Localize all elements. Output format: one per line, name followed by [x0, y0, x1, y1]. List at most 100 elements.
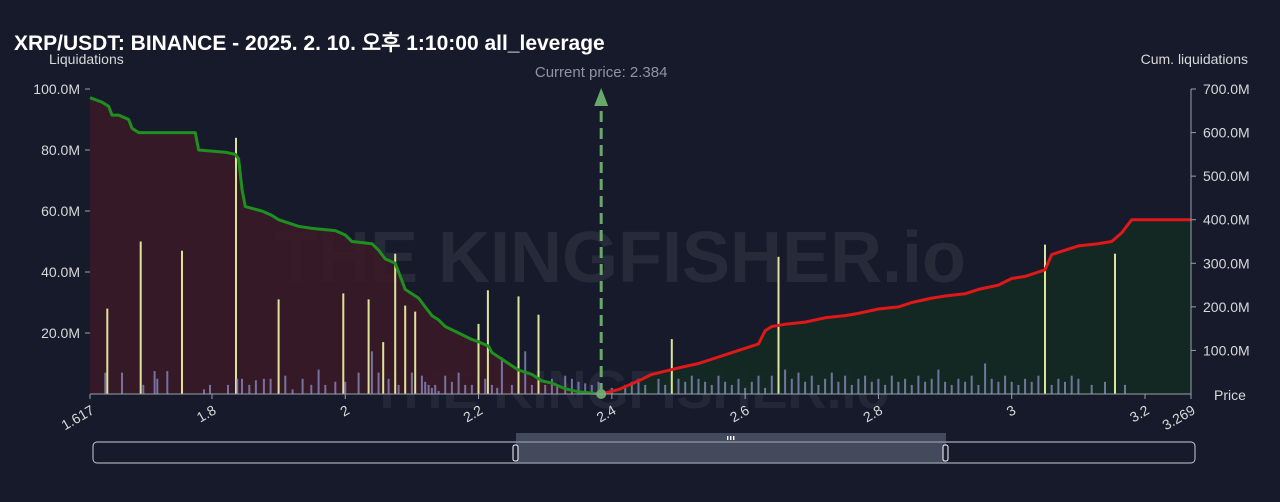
range-slider-grip-icon[interactable] — [733, 436, 735, 440]
long-liquidation-bar — [510, 384, 513, 394]
short-liquidation-bar — [1037, 375, 1040, 394]
chart-title: XRP/USDT: BINANCE - 2025. 2. 10. 오후 1:10… — [14, 32, 605, 55]
y2-tick-label: 700.0M — [1203, 81, 1250, 97]
long-liquidation-bar — [262, 378, 265, 395]
x-tick-label: 1.617 — [58, 402, 97, 433]
short-liquidation-bar — [1057, 378, 1060, 395]
short-liquidation-bar — [897, 381, 900, 394]
long-liquidation-bar — [564, 375, 567, 394]
long-liquidation-bar — [404, 305, 407, 394]
short-liquidation-bar — [950, 384, 953, 394]
short-liquidation-bar — [1010, 381, 1013, 394]
short-liquidation-bar — [704, 381, 707, 394]
short-liquidation-bar — [697, 378, 700, 395]
short-liquidation-bar — [1044, 244, 1046, 394]
short-liquidation-bar — [717, 375, 720, 394]
short-liquidation-bar — [750, 381, 753, 394]
long-liquidation-bar — [470, 384, 473, 394]
y2-tick-label: 100.0M — [1203, 342, 1250, 358]
long-liquidation-bar — [106, 308, 109, 394]
y2-tick-label: 500.0M — [1203, 168, 1250, 184]
range-slider-track[interactable] — [92, 441, 1196, 464]
long-liquidation-bar — [444, 375, 447, 394]
long-liquidation-bar — [291, 389, 294, 394]
short-liquidation-bar — [824, 378, 827, 395]
short-liquidation-bar — [937, 369, 940, 394]
x-tick-label: 1.8 — [194, 402, 219, 426]
y-tick-label: 60.0M — [41, 203, 80, 219]
short-liquidation-bar — [670, 339, 673, 394]
y-axis-title: Liquidations — [49, 51, 124, 67]
short-liquidation-bar — [1124, 384, 1126, 394]
short-liquidation-bar — [624, 384, 627, 394]
long-liquidation-bar — [530, 384, 533, 394]
long-liquidation-bar — [397, 384, 400, 394]
long-liquidation-bar — [544, 384, 547, 394]
short-liquidation-bar — [984, 363, 987, 394]
short-cum-line — [600, 218, 1191, 396]
short-liquidation-bar — [837, 381, 840, 394]
short-liquidation-bar — [970, 375, 973, 394]
long-liquidation-bar — [410, 372, 413, 394]
short-liquidation-bar — [917, 375, 920, 394]
short-liquidation-bar — [730, 384, 733, 394]
y-tick-label: 40.0M — [41, 264, 80, 280]
short-liquidation-bar — [990, 378, 993, 395]
y-tick-label: 100.0M — [33, 81, 80, 97]
long-liquidation-bar — [382, 342, 385, 394]
long-cum-line — [89, 96, 602, 396]
short-liquidation-bar — [724, 381, 727, 394]
long-liquidation-bar — [434, 384, 437, 394]
range-slider-right-handle[interactable] — [942, 444, 949, 462]
long-liquidation-bar — [394, 253, 397, 394]
short-liquidation-bar — [1104, 381, 1106, 394]
short-liquidation-bar — [737, 378, 740, 395]
short-liquidation-bar — [964, 381, 967, 394]
short-liquidation-bar — [637, 378, 640, 395]
short-liquidation-bar — [664, 384, 667, 394]
long-liquidation-bar — [486, 290, 489, 394]
long-liquidation-bar — [142, 384, 145, 394]
long-liquidation-bar — [342, 293, 345, 394]
short-liquidation-bar — [870, 381, 873, 394]
short-liquidation-bar — [924, 381, 927, 394]
short-liquidation-bar — [957, 378, 960, 395]
range-slider-grip-icon[interactable] — [727, 436, 729, 440]
x-tick-label: 2 — [337, 402, 352, 420]
short-liquidation-bar — [804, 381, 807, 394]
long-liquidation-bar — [344, 381, 347, 394]
cumulative-lines — [89, 96, 1191, 396]
long-liquidation-bar — [121, 372, 123, 394]
long-liquidation-bar — [236, 378, 239, 395]
short-liquidation-bar — [877, 378, 880, 395]
long-liquidation-bar — [248, 384, 251, 394]
y2-tick-label: 300.0M — [1203, 255, 1250, 271]
long-liquidation-bar — [317, 369, 320, 394]
range-slider[interactable] — [92, 433, 1196, 464]
long-liquidation-bar — [556, 386, 559, 394]
long-liquidation-bar — [153, 371, 156, 394]
short-liquidation-bar — [817, 384, 820, 394]
short-liquidation-bar — [1004, 375, 1007, 394]
long-liquidation-bar — [357, 372, 360, 394]
range-slider-left-handle[interactable] — [512, 444, 519, 462]
short-liquidation-bar — [1030, 381, 1033, 394]
long-liquidation-bar — [414, 311, 417, 394]
long-liquidation-bar — [269, 378, 272, 395]
long-liquidation-bar — [500, 357, 503, 394]
short-liquidation-bar — [630, 381, 633, 394]
long-liquidation-bar — [437, 390, 440, 394]
long-liquidation-bar — [203, 389, 205, 394]
range-slider-grip-icon[interactable] — [730, 436, 732, 440]
y2-axis-title: Cum. liquidations — [1141, 51, 1248, 67]
long-liquidation-bar — [301, 378, 304, 395]
short-liquidation-bar — [690, 375, 693, 394]
short-liquidation-bar — [757, 375, 760, 394]
short-liquidation-bar — [770, 375, 773, 394]
y-tick-label: 20.0M — [41, 325, 80, 341]
long-liquidation-bar — [310, 384, 313, 394]
short-liquidation-bar — [1070, 375, 1073, 394]
long-liquidation-bar — [181, 250, 183, 394]
short-liquidation-bar — [684, 381, 687, 394]
